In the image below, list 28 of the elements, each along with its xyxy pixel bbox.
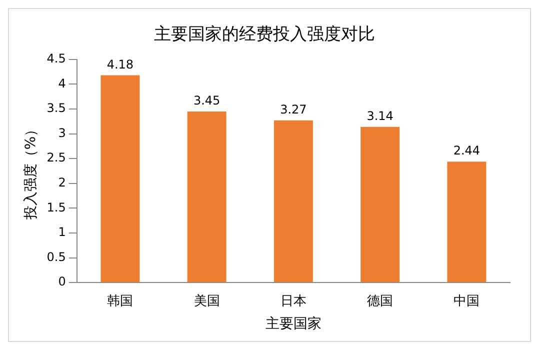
y-tick-label: 3.5 [46, 101, 66, 116]
data-label: 2.44 [453, 144, 480, 158]
y-tick-label: 2 [58, 176, 66, 190]
x-tick-label: 韩国 [107, 294, 134, 309]
bar [360, 126, 400, 282]
y-tick-label: 1 [58, 225, 66, 240]
y-tick-label: 0 [58, 274, 66, 289]
y-tick-label: 1.5 [46, 200, 66, 214]
bar [100, 75, 140, 282]
data-label: 4.18 [106, 57, 134, 72]
data-label: 3.14 [366, 108, 394, 123]
bar [447, 162, 486, 282]
x-tick-label: 德国 [367, 294, 394, 309]
y-axis-title: 投入强度（%） [23, 122, 40, 221]
y-tick-label: 3 [58, 126, 66, 140]
y-tick-label: 4.5 [46, 52, 66, 66]
chart-title: 主要国家的经费投入强度对比 [154, 24, 375, 45]
x-axis-title: 主要国家 [265, 316, 322, 332]
y-tick-label: 2.5 [46, 150, 66, 165]
x-tick-label: 中国 [454, 294, 480, 309]
x-tick-label: 日本 [280, 294, 306, 309]
bar [274, 120, 313, 282]
x-tick-label: 美国 [194, 292, 220, 309]
data-label: 3.27 [280, 102, 307, 117]
y-tick-label: 4 [58, 76, 66, 90]
y-tick-label: 0.5 [46, 250, 66, 264]
data-label: 3.45 [193, 94, 220, 108]
bar [187, 111, 226, 282]
